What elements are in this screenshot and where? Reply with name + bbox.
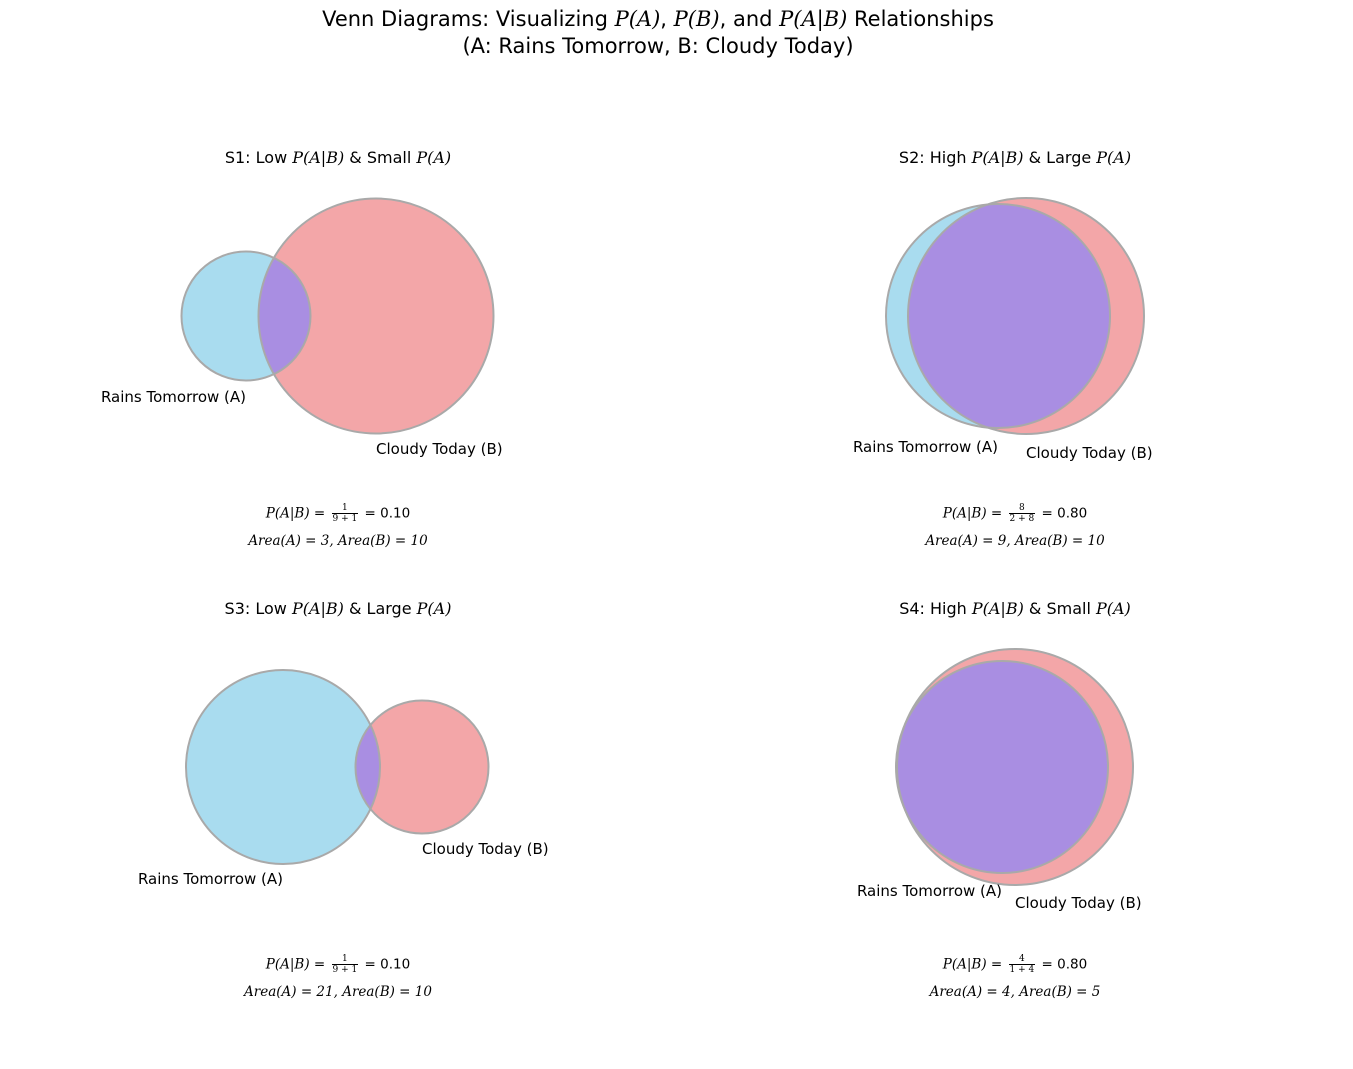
panel-title: S2: High P(A|B) & Large P(A) xyxy=(898,148,1132,167)
circle-b-outline xyxy=(896,648,1134,886)
panel-title: S4: High P(A|B) & Small P(A) xyxy=(899,599,1131,618)
circle-b-outline xyxy=(257,197,495,435)
venn-panel-s4: S4: High P(A|B) & Small P(A) Rains Tomor… xyxy=(677,599,1353,1069)
formula-areas: Area(A) = 21, Area(B) = 10 xyxy=(244,984,432,1000)
overlap-region xyxy=(908,204,1110,428)
label-b: Cloudy Today (B) xyxy=(376,440,503,458)
formula-areas: Area(A) = 4, Area(B) = 5 xyxy=(929,984,1101,1000)
label-a: Rains Tomorrow (A) xyxy=(853,438,998,456)
venn-diagram: Rains Tomorrow (A) Cloudy Today (B) xyxy=(101,197,503,458)
circle-a xyxy=(186,670,380,864)
venn-diagram: Rains Tomorrow (A) Cloudy Today (B) xyxy=(857,648,1142,912)
circle-a-outline xyxy=(885,203,1111,429)
venn-panel-s2: S2: High P(A|B) & Large P(A) Rains Tomor… xyxy=(677,148,1353,618)
label-a: Rains Tomorrow (A) xyxy=(138,870,283,888)
overlap-region xyxy=(897,661,1108,873)
venn-panel-s3: S3: Low P(A|B) & Large P(A) Rains Tomorr… xyxy=(0,599,676,1069)
circle-b-outline xyxy=(354,699,490,835)
venn-diagram: Rains Tomorrow (A) Cloudy Today (B) xyxy=(138,669,549,888)
label-b: Cloudy Today (B) xyxy=(1015,894,1142,912)
circle-a-outline xyxy=(185,669,381,865)
label-a: Rains Tomorrow (A) xyxy=(857,882,1002,900)
circle-b xyxy=(258,198,494,434)
circle-b-outline xyxy=(907,197,1145,435)
venn-panel-s1: S1: Low P(A|B) & Small P(A) Rains Tomorr… xyxy=(0,148,676,618)
circle-b xyxy=(355,700,489,834)
panel-title: S1: Low P(A|B) & Small P(A) xyxy=(224,148,452,167)
venn-diagram: Rains Tomorrow (A) Cloudy Today (B) xyxy=(853,197,1153,462)
formula-areas: Area(A) = 3, Area(B) = 10 xyxy=(248,533,428,549)
figure-title: Venn Diagrams: Visualizing P(A), P(B), a… xyxy=(0,6,1316,60)
panel-title: S3: Low P(A|B) & Large P(A) xyxy=(224,599,452,618)
formula-areas: Area(A) = 9, Area(B) = 10 xyxy=(925,533,1105,549)
circle-a-outline xyxy=(180,250,312,382)
label-b: Cloudy Today (B) xyxy=(1026,444,1153,462)
label-a: Rains Tomorrow (A) xyxy=(101,388,246,406)
figure-title-line-2: (A: Rains Tomorrow, B: Cloudy Today) xyxy=(462,34,854,58)
figure-title-line-1: Venn Diagrams: Visualizing P(A), P(B), a… xyxy=(322,7,994,31)
label-b: Cloudy Today (B) xyxy=(422,840,549,858)
